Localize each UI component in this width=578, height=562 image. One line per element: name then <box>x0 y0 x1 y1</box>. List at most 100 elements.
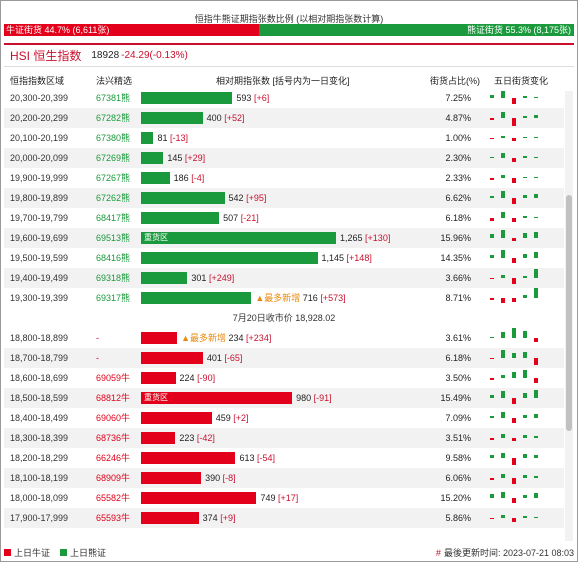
row-warrant-code[interactable]: 69060牛 <box>96 413 131 423</box>
table-row[interactable]: 20,100-20,199 67380熊 81 [-13] 1.00% <box>4 128 564 148</box>
warrant-table[interactable]: 20,300-20,399 67381熊 593 [+6] 7.25% 20,200-2… <box>4 91 564 541</box>
table-row[interactable]: 18,500-18,599 68812牛 重货区 980 [-91] 15.49% <box>4 388 564 408</box>
table-row[interactable]: 18,600-18,699 69059牛 224 [-90] 3.50% <box>4 368 564 388</box>
table-row[interactable]: 17,900-17,999 65593牛 374 [+9] 5.86% <box>4 508 564 528</box>
row-warrant-code[interactable]: 68909牛 <box>96 473 131 483</box>
row-contracts-value: 542 [+95] <box>229 188 267 208</box>
footer: 上日牛证 上日熊证 # 最後更新时间: 2023-07-21 08:03 <box>4 545 574 559</box>
table-row[interactable]: 18,700-18,799 - 401 [-65] 6.18% <box>4 348 564 368</box>
table-row[interactable]: 18,400-18,499 69060牛 459 [+2] 7.09% <box>4 408 564 428</box>
row-warrant-code[interactable]: 67282熊 <box>96 113 131 123</box>
index-name: HSI 恒生指数 <box>10 48 82 63</box>
trend-bar <box>501 375 505 378</box>
table-row[interactable]: 19,300-19,399 69317熊 ▲最多新增 716 [+573] 8.71% <box>4 288 564 308</box>
row-share-percent: 5.86% <box>445 513 471 523</box>
row-warrant-code[interactable]: 66246牛 <box>96 453 131 463</box>
trend-bar <box>490 278 494 279</box>
table-row[interactable]: 19,900-19,999 67267熊 186 [-4] 2.33% <box>4 168 564 188</box>
row-value-change: [+573] <box>320 293 346 303</box>
row-value-number: 224 <box>179 373 195 383</box>
trend-bar <box>501 175 505 178</box>
row-share-percent: 6.18% <box>445 353 471 363</box>
row-warrant-code[interactable]: 69513熊 <box>96 233 131 243</box>
table-row[interactable]: 19,700-19,799 68417熊 507 [-21] 6.18% <box>4 208 564 228</box>
row-warrant-code[interactable]: 68416熊 <box>96 253 131 263</box>
trend-bar <box>512 418 516 423</box>
row-value-change: [+9] <box>220 513 236 523</box>
table-row[interactable]: 18,100-18,199 68909牛 390 [-8] 6.06% <box>4 468 564 488</box>
table-row[interactable]: 18,000-18,099 65582牛 749 [+17] 15.20% <box>4 488 564 508</box>
trend-bar <box>523 435 527 438</box>
row-warrant-code[interactable]: 65582牛 <box>96 493 131 503</box>
trend-bar <box>501 91 505 98</box>
row-value-change: [-54] <box>257 453 276 463</box>
table-row[interactable]: 19,600-19,699 69513熊 重货区 1,265 [+130] 15.96% <box>4 228 564 248</box>
table-row[interactable]: 18,200-18,299 66246牛 613 [-54] 9.58% <box>4 448 564 468</box>
most-added-flag: ▲最多新增 <box>181 333 226 343</box>
row-share-percent: 3.50% <box>445 373 471 383</box>
row-range: 20,200-20,299 <box>10 113 69 123</box>
heavy-zone-label: 重货区 <box>144 233 168 242</box>
row-value-change: [+6] <box>253 93 270 103</box>
scrollbar-thumb[interactable] <box>566 195 572 431</box>
row-warrant-code[interactable]: 69317熊 <box>96 293 131 303</box>
table-row[interactable]: 18,800-18,899 - ▲最多新增 234 [+234] 3.61% <box>4 328 564 348</box>
five-day-trend <box>490 492 538 503</box>
row-contracts-value: 186 [-4] <box>174 168 205 188</box>
table-row[interactable]: 19,400-19,499 69318熊 301 [+249] 3.66% <box>4 268 564 288</box>
bear-square-icon <box>60 548 68 556</box>
row-warrant-code[interactable]: 68736牛 <box>96 433 131 443</box>
row-range: 18,700-18,799 <box>10 353 69 363</box>
row-warrant-code[interactable]: 65593牛 <box>96 513 131 523</box>
row-warrant-code[interactable]: 69059牛 <box>96 373 131 383</box>
row-value-number: 234 <box>228 333 244 343</box>
five-day-trend <box>490 350 538 365</box>
trend-bar <box>534 97 538 98</box>
row-contracts-value: 401 [-65] <box>207 348 243 368</box>
row-warrant-code[interactable]: 67380熊 <box>96 133 131 143</box>
scrollbar[interactable] <box>565 91 573 541</box>
row-contracts-bar <box>141 492 257 504</box>
table-row[interactable]: 20,300-20,399 67381熊 593 [+6] 7.25% <box>4 91 564 108</box>
table-row[interactable]: 18,300-18,399 68736牛 223 [-42] 3.51% <box>4 428 564 448</box>
index-summary: HSI 恒生指数 18928 -24.29(-0.13%) <box>4 43 574 65</box>
row-share-percent: 4.87% <box>445 113 471 123</box>
row-contracts-bar <box>141 412 212 424</box>
trend-bar <box>512 138 516 141</box>
trend-bar <box>523 495 527 498</box>
five-day-trend <box>490 515 538 522</box>
trend-bar <box>523 195 527 198</box>
column-header-trend: 五日街货变化 <box>494 76 549 86</box>
trend-bar <box>501 453 505 458</box>
row-value-number: 613 <box>239 453 255 463</box>
trend-bar <box>534 217 538 218</box>
table-row[interactable]: 20,200-20,299 67282熊 400 [+52] 4.87% <box>4 108 564 128</box>
trend-bar <box>512 178 516 183</box>
row-value-number: 401 <box>206 353 222 363</box>
row-share-percent: 14.35% <box>440 253 471 263</box>
table-row[interactable]: 20,000-20,099 67269熊 145 [+29] 2.30% <box>4 148 564 168</box>
row-share-percent: 3.61% <box>445 333 471 343</box>
row-range: 19,500-19,599 <box>10 253 69 263</box>
row-contracts-value: 507 [-21] <box>223 208 259 228</box>
row-warrant-code[interactable]: 67267熊 <box>96 173 131 183</box>
trend-bar <box>523 454 527 458</box>
row-warrant-code[interactable]: 67269熊 <box>96 153 131 163</box>
row-warrant-code[interactable]: 67381熊 <box>96 93 131 103</box>
row-share-percent: 2.30% <box>445 153 471 163</box>
row-warrant-code[interactable]: 68417熊 <box>96 213 131 223</box>
row-warrant-code[interactable]: 68812牛 <box>96 393 131 403</box>
row-share-percent: 15.96% <box>440 233 471 243</box>
column-header-contracts: 相对期指张数 [括号内为一日变化] <box>216 76 350 86</box>
five-day-trend <box>490 191 538 204</box>
bull-square-icon <box>4 548 11 556</box>
table-row[interactable]: 19,800-19,899 67262熊 542 [+95] 6.62% <box>4 188 564 208</box>
row-warrant-code[interactable]: 67262熊 <box>96 193 131 203</box>
table-row[interactable]: 19,500-19,599 68416熊 1,145 [+148] 14.35% <box>4 248 564 268</box>
row-value-change: [+249] <box>208 273 235 283</box>
row-warrant-code[interactable]: 69318熊 <box>96 273 131 283</box>
row-contracts-bar: 重货区 <box>141 232 336 244</box>
five-day-trend <box>490 112 538 126</box>
row-range: 19,700-19,799 <box>10 213 69 223</box>
trend-bar <box>512 98 516 104</box>
